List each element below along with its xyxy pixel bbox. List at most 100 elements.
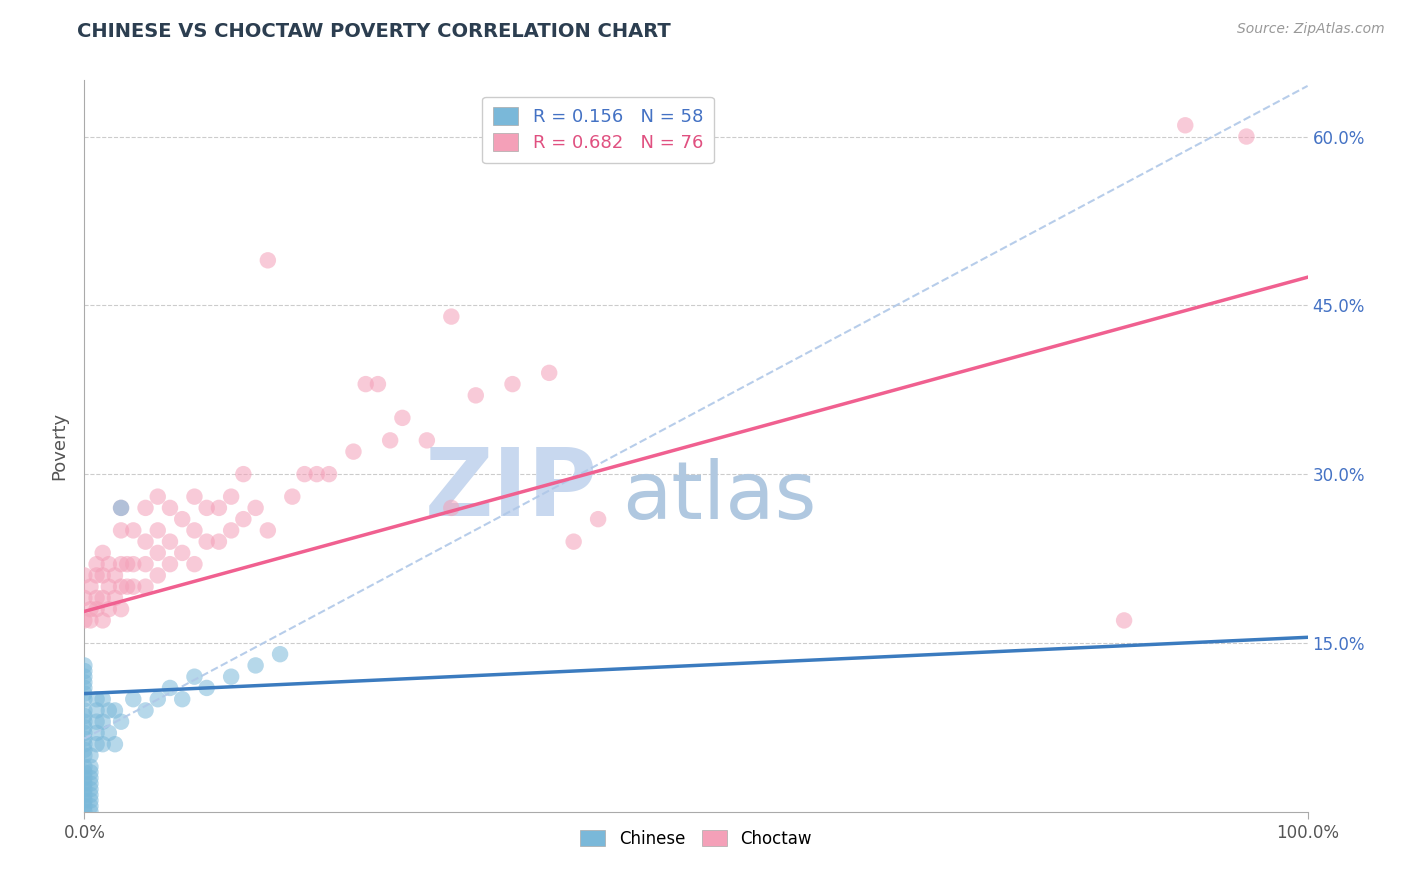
Point [172, 546, 194, 560]
Point [183, 490, 205, 504]
Point [391, 410, 413, 425]
Point [110, 557, 132, 571]
Point [73, 788, 96, 802]
Point [73, 681, 96, 695]
Point [73, 664, 96, 678]
Point [232, 512, 254, 526]
Point [73, 776, 96, 790]
Point [219, 524, 242, 538]
Point [115, 557, 138, 571]
Point [79, 602, 101, 616]
Point [195, 534, 218, 549]
Point [73, 714, 96, 729]
Point [73, 726, 96, 740]
Point [538, 366, 561, 380]
Point [135, 703, 157, 717]
Text: Source: ZipAtlas.com: Source: ZipAtlas.com [1237, 22, 1385, 37]
Point [97, 580, 120, 594]
Point [79, 782, 101, 797]
Point [97, 602, 120, 616]
Point [245, 500, 267, 515]
Text: CHINESE VS CHOCTAW POVERTY CORRELATION CHART: CHINESE VS CHOCTAW POVERTY CORRELATION C… [77, 22, 671, 41]
Point [146, 490, 169, 504]
Point [219, 670, 242, 684]
Point [502, 377, 524, 392]
Point [104, 737, 127, 751]
Point [305, 467, 328, 482]
Point [245, 658, 267, 673]
Point [122, 580, 145, 594]
Point [1236, 129, 1258, 144]
Point [159, 534, 181, 549]
Point [79, 805, 101, 819]
Point [79, 614, 101, 628]
Point [135, 580, 157, 594]
Point [73, 799, 96, 814]
Point [135, 500, 157, 515]
Point [73, 687, 96, 701]
Point [73, 703, 96, 717]
Point [86, 591, 108, 605]
Point [73, 675, 96, 690]
Point [86, 726, 108, 740]
Point [104, 568, 127, 582]
Point [172, 512, 194, 526]
Point [73, 568, 96, 582]
Point [172, 692, 194, 706]
Point [91, 692, 114, 706]
Point [183, 524, 205, 538]
Point [79, 765, 101, 780]
Point [146, 546, 169, 560]
Point [269, 647, 291, 661]
Point [122, 557, 145, 571]
Point [562, 534, 585, 549]
Point [1174, 118, 1197, 132]
Point [73, 793, 96, 807]
Point [110, 602, 132, 616]
Point [122, 524, 145, 538]
Point [86, 568, 108, 582]
Point [79, 748, 101, 763]
Point [219, 490, 242, 504]
Point [97, 726, 120, 740]
Point [73, 771, 96, 785]
Point [73, 591, 96, 605]
Point [73, 614, 96, 628]
Point [73, 765, 96, 780]
Point [91, 614, 114, 628]
Point [104, 703, 127, 717]
Point [159, 500, 181, 515]
Text: ZIP: ZIP [425, 444, 598, 536]
Point [110, 500, 132, 515]
Point [86, 737, 108, 751]
Point [122, 692, 145, 706]
Point [440, 500, 463, 515]
Point [79, 760, 101, 774]
Point [86, 602, 108, 616]
Point [159, 557, 181, 571]
Point [195, 500, 218, 515]
Point [91, 546, 114, 560]
Point [79, 771, 101, 785]
Point [110, 714, 132, 729]
Point [73, 782, 96, 797]
Point [73, 731, 96, 746]
Point [146, 692, 169, 706]
Point [183, 670, 205, 684]
Point [416, 434, 439, 448]
Point [79, 793, 101, 807]
Point [281, 490, 304, 504]
Point [73, 670, 96, 684]
Point [73, 737, 96, 751]
Point [318, 467, 340, 482]
Point [159, 681, 181, 695]
Point [380, 434, 402, 448]
Point [79, 776, 101, 790]
Point [135, 534, 157, 549]
Point [86, 703, 108, 717]
Point [79, 580, 101, 594]
Point [208, 500, 231, 515]
Point [73, 692, 96, 706]
Point [73, 658, 96, 673]
Point [135, 557, 157, 571]
